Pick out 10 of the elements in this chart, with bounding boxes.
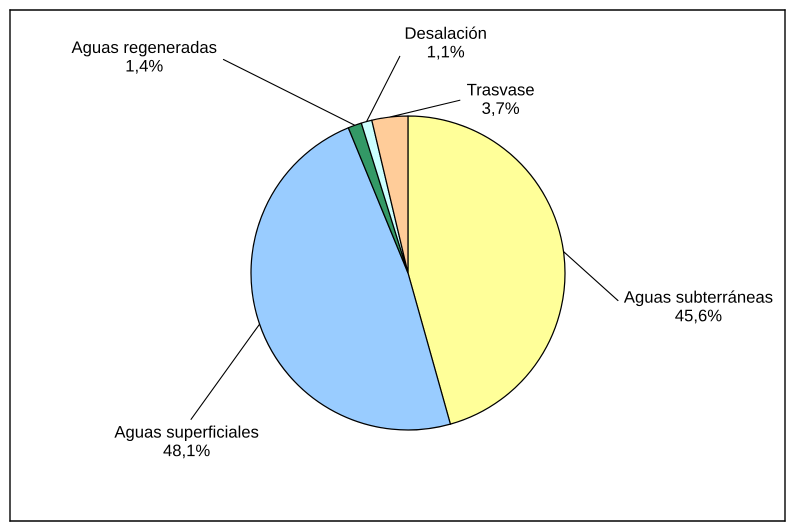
- data-label: 1,4%: [126, 60, 163, 74]
- data-label: 45,6%: [675, 310, 722, 324]
- slice-label: Trasvase: [467, 84, 534, 96]
- slice-label: Aguas superficiales: [114, 426, 258, 442]
- data-label: 3,7%: [482, 102, 520, 116]
- data-label: 1,1%: [428, 46, 464, 60]
- slice-label: Aguas subterráneas: [624, 290, 772, 306]
- data-label: 48,1%: [163, 444, 210, 458]
- slice-label: Desalación: [406, 26, 486, 39]
- slice-label: Aguas regeneradas: [72, 40, 216, 56]
